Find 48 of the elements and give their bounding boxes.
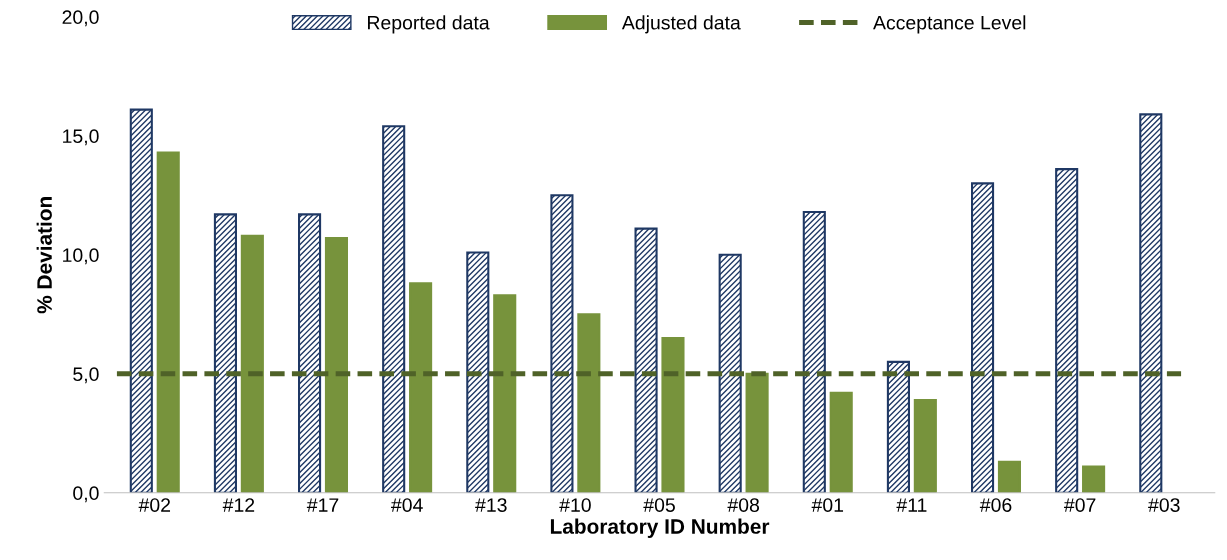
- bar: [493, 294, 517, 493]
- bar: [970, 182, 995, 493]
- bar: [718, 253, 742, 493]
- bar: [997, 460, 1022, 493]
- bar: [324, 237, 349, 493]
- x-tick-label: #11: [896, 498, 927, 512]
- bar: [1082, 465, 1106, 493]
- y-axis-title: % Deviation: [36, 197, 52, 314]
- bar: [129, 108, 153, 493]
- bar: [913, 398, 937, 493]
- legend-label: Acceptance Level: [873, 15, 1026, 34]
- x-tick-label: #07: [1064, 498, 1096, 512]
- x-tick-label: #17: [306, 498, 339, 512]
- x-axis-title: Laboratory ID Number: [550, 518, 770, 538]
- bar: [1055, 168, 1079, 493]
- bar: [382, 125, 406, 493]
- bar: [240, 234, 264, 493]
- x-tick-label: #10: [559, 498, 591, 512]
- bar: [829, 391, 853, 493]
- bar: [213, 213, 237, 493]
- bar: [634, 227, 658, 493]
- y-tick-label: 15,0: [63, 129, 99, 146]
- x-tick-label: #08: [727, 498, 760, 512]
- bar: [298, 213, 322, 493]
- x-tick-label: #05: [643, 498, 675, 512]
- bar: [886, 360, 910, 493]
- y-tick-label: 0,0: [73, 486, 99, 503]
- y-tick-label: 20,0: [62, 10, 99, 27]
- x-tick-label: #06: [979, 498, 1012, 512]
- bar: [745, 372, 769, 493]
- bar: [550, 194, 574, 493]
- y-tick-label: 10,0: [63, 248, 99, 265]
- y-tick-label: 5,0: [73, 367, 99, 384]
- x-tick-label: #02: [138, 498, 171, 512]
- x-tick-label: #12: [222, 498, 255, 512]
- x-tick-label: #13: [475, 498, 507, 512]
- bar: [661, 337, 685, 493]
- bar: [577, 313, 601, 493]
- legend-label: Reported data: [368, 15, 490, 34]
- bar: [409, 282, 433, 493]
- legend-label: Adjusted data: [621, 15, 741, 34]
- bar: [466, 251, 490, 493]
- x-tick-label: #01: [811, 498, 844, 512]
- bar: [802, 210, 826, 493]
- bar: [1139, 113, 1163, 493]
- x-tick-label: #04: [391, 498, 423, 512]
- bar: [156, 151, 180, 493]
- x-tick-label: #03: [1148, 498, 1180, 512]
